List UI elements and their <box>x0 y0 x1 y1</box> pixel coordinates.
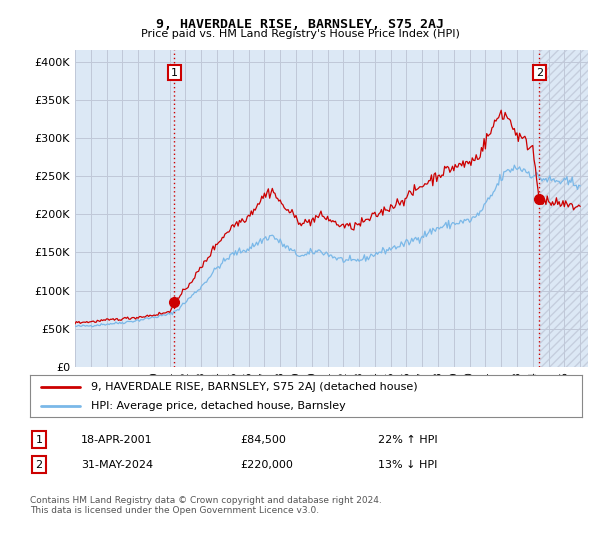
Text: 1: 1 <box>35 435 43 445</box>
Text: 31-MAY-2024: 31-MAY-2024 <box>81 460 153 470</box>
Text: Contains HM Land Registry data © Crown copyright and database right 2024.
This d: Contains HM Land Registry data © Crown c… <box>30 496 382 515</box>
Text: £84,500: £84,500 <box>240 435 286 445</box>
Text: 2: 2 <box>536 68 543 77</box>
Text: 1: 1 <box>171 68 178 77</box>
Text: Price paid vs. HM Land Registry's House Price Index (HPI): Price paid vs. HM Land Registry's House … <box>140 29 460 39</box>
Text: 18-APR-2001: 18-APR-2001 <box>81 435 152 445</box>
Text: 9, HAVERDALE RISE, BARNSLEY, S75 2AJ (detached house): 9, HAVERDALE RISE, BARNSLEY, S75 2AJ (de… <box>91 381 418 391</box>
Text: 2: 2 <box>35 460 43 470</box>
Text: 9, HAVERDALE RISE, BARNSLEY, S75 2AJ: 9, HAVERDALE RISE, BARNSLEY, S75 2AJ <box>156 18 444 31</box>
Text: HPI: Average price, detached house, Barnsley: HPI: Average price, detached house, Barn… <box>91 401 346 411</box>
Text: 13% ↓ HPI: 13% ↓ HPI <box>378 460 437 470</box>
Text: £220,000: £220,000 <box>240 460 293 470</box>
Text: 22% ↑ HPI: 22% ↑ HPI <box>378 435 437 445</box>
